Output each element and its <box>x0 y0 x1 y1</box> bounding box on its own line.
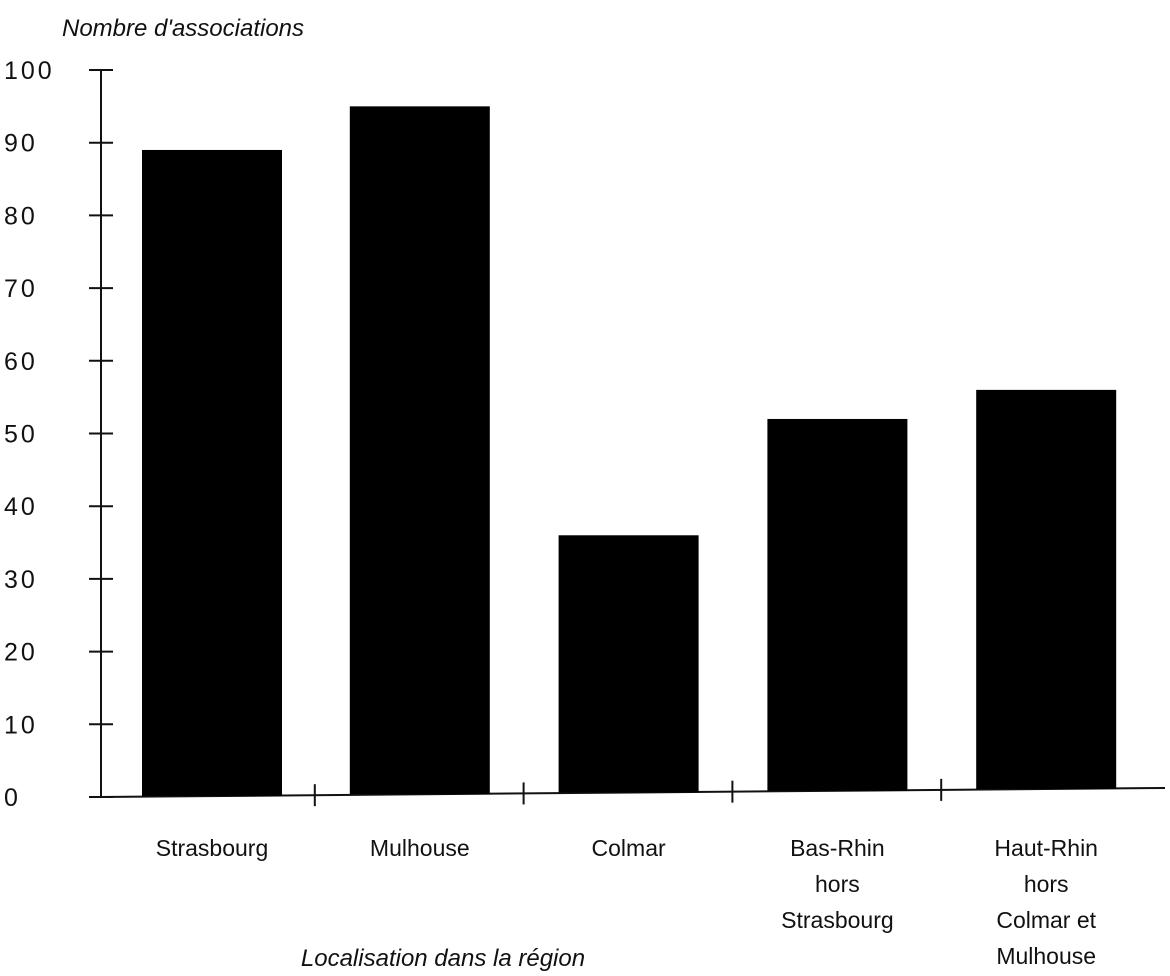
category-label-line: Mulhouse <box>370 835 470 861</box>
category-label-line: Colmar et <box>996 907 1096 933</box>
x-axis-title: Localisation dans la région <box>301 945 585 972</box>
category-label-line: Mulhouse <box>996 943 1096 969</box>
bar <box>349 106 490 795</box>
category-label: Bas-Rhin hors Strasbourg <box>781 835 894 933</box>
category-label-line: Colmar <box>592 835 666 861</box>
y-tick-label: 10 <box>4 711 38 739</box>
bar <box>558 535 699 793</box>
y-tick-label: 40 <box>4 493 38 521</box>
y-axis-title: Nombre d'associations <box>62 15 304 42</box>
category-label: Colmar <box>592 835 666 861</box>
category-label-line: Bas-Rhin <box>790 835 885 861</box>
category-labels: Strasbourg Mulhouse Colmar Bas-Rhin hors Stra… <box>156 835 1098 969</box>
y-axis-ticks: 0 10 20 30 40 50 60 70 80 90 100 <box>4 57 113 812</box>
category-label-line: Strasbourg <box>156 835 269 861</box>
y-tick-label: 100 <box>4 57 55 85</box>
category-label: Haut-Rhin hors Colmar et Mulhouse <box>994 835 1098 969</box>
category-label-line: hors <box>1024 871 1069 897</box>
y-tick-label: 30 <box>4 566 38 594</box>
y-tick-label: 60 <box>4 348 38 376</box>
category-label-line: hors <box>815 871 860 897</box>
y-tick-label: 0 <box>4 784 21 812</box>
category-label-line: Strasbourg <box>781 907 894 933</box>
y-tick-label: 80 <box>4 202 38 230</box>
bar <box>767 418 908 791</box>
y-tick-label: 70 <box>4 275 38 303</box>
bars <box>142 106 1117 797</box>
category-label-line: Haut-Rhin <box>994 835 1098 861</box>
y-tick-label: 90 <box>4 130 38 158</box>
y-tick-label: 20 <box>4 639 38 667</box>
bar <box>142 149 282 797</box>
y-tick-label: 50 <box>4 421 38 449</box>
x-axis-ticks <box>313 778 943 807</box>
category-label: Mulhouse <box>370 835 470 861</box>
category-label: Strasbourg <box>156 835 269 861</box>
bar <box>976 389 1117 790</box>
